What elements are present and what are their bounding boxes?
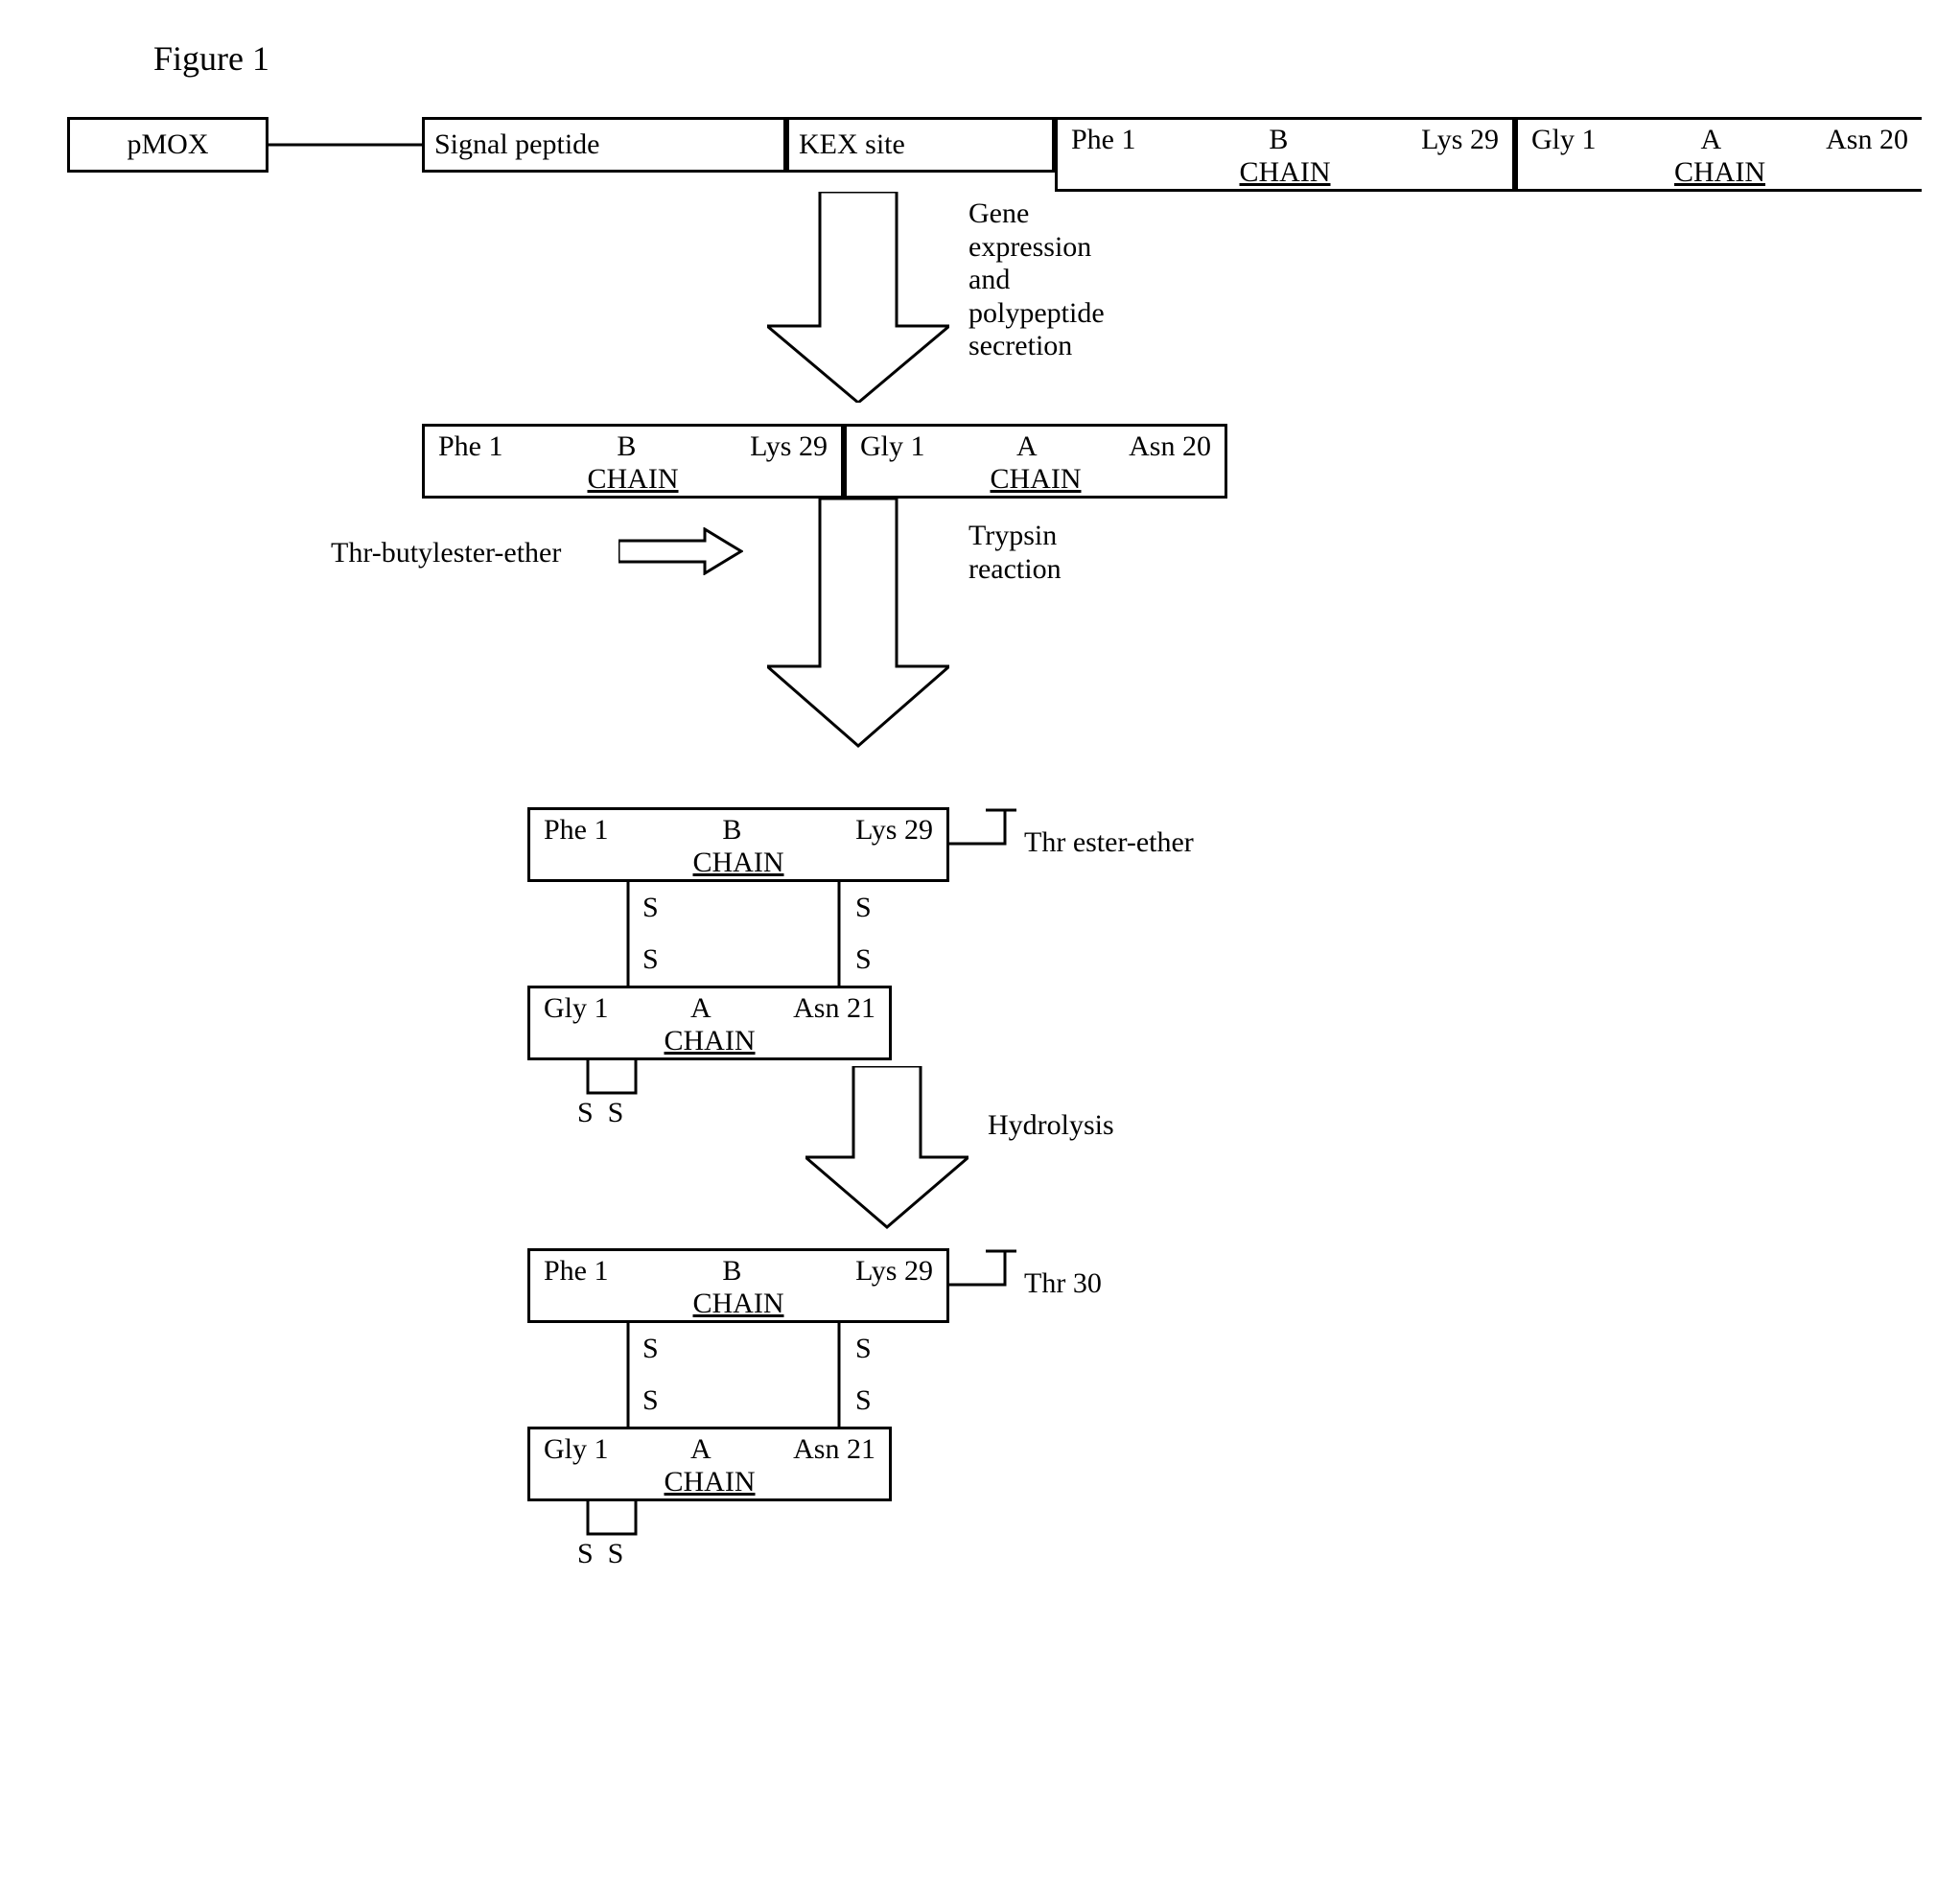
row2-b-chain: Phe 1 B Lys 29 CHAIN <box>422 424 844 499</box>
arrow-step3 <box>805 1066 968 1229</box>
row2-a-right: Asn 20 <box>1129 430 1211 463</box>
row3-a-chain-label: CHAIN <box>530 1025 889 1061</box>
row2-a-chain-label: CHAIN <box>847 463 1225 499</box>
pmox-box: pMOX <box>67 117 268 173</box>
row1-a-right: Asn 20 <box>1826 124 1908 156</box>
row2-b-right: Lys 29 <box>750 430 828 463</box>
row2-a-chain: Gly 1 A Asn 20 CHAIN <box>844 424 1227 499</box>
row4-ss-pair: S S <box>577 1538 623 1571</box>
row1-a-chain-label: CHAIN <box>1518 156 1922 193</box>
row4-a-chain-label: CHAIN <box>530 1466 889 1502</box>
row4-b-chain: Phe 1 B Lys 29 CHAIN <box>527 1248 949 1323</box>
row4-b-chain-label: CHAIN <box>530 1288 946 1324</box>
row4-a-chain: Gly 1 A Asn 21 CHAIN <box>527 1427 892 1501</box>
row1-b-left: Phe 1 <box>1071 124 1136 156</box>
connector-thr2 <box>949 1248 1016 1287</box>
row4-b-right: Lys 29 <box>855 1255 933 1288</box>
figure-title: Figure 1 <box>153 38 1922 79</box>
row3-s2: S <box>855 892 872 925</box>
row2-b-chain-label: CHAIN <box>425 463 841 499</box>
row3-s3: S <box>642 943 659 977</box>
row4-s2: S <box>855 1333 872 1366</box>
label-thr-butylester: Thr-butylester-ether <box>331 537 561 570</box>
row4-s3: S <box>642 1384 659 1418</box>
row3-intra-ss <box>578 1060 655 1099</box>
arrow-step2 <box>767 499 949 748</box>
connector-1 <box>268 142 422 148</box>
row1-a-mid: A <box>1700 124 1721 156</box>
signal-peptide-box: Signal peptide <box>422 117 786 173</box>
arrow-step1 <box>767 192 949 403</box>
row3-a-mid: A <box>690 992 712 1025</box>
row1-b-mid: B <box>1269 124 1288 156</box>
row2-b-left: Phe 1 <box>438 430 503 463</box>
row3-s1: S <box>642 892 659 925</box>
row2-a-left: Gly 1 <box>860 430 925 463</box>
connector-thr1 <box>949 807 1016 846</box>
row3-a-chain: Gly 1 A Asn 21 CHAIN <box>527 986 892 1060</box>
row4-a-left: Gly 1 <box>544 1433 609 1466</box>
row4-s1: S <box>642 1333 659 1366</box>
row4-a-mid: A <box>690 1433 712 1466</box>
diagram-canvas: pMOX Signal peptide KEX site Phe 1 B Lys… <box>38 117 1922 1843</box>
row3-b-right: Lys 29 <box>855 814 933 847</box>
label-step2: Trypsin reaction <box>968 520 1062 586</box>
row4-intra-ss <box>578 1501 655 1540</box>
row1-a-left: Gly 1 <box>1531 124 1597 156</box>
row3-b-left: Phe 1 <box>544 814 609 847</box>
arrow-small-right <box>618 527 743 575</box>
label-step1: Gene expression and polypeptide secretio… <box>968 197 1105 363</box>
row4-b-left: Phe 1 <box>544 1255 609 1288</box>
row4-s4: S <box>855 1384 872 1418</box>
row4-a-right: Asn 21 <box>793 1433 875 1466</box>
row1-a-chain: Gly 1 A Asn 20 CHAIN <box>1515 117 1922 192</box>
row3-b-chain-label: CHAIN <box>530 847 946 883</box>
row2-a-mid: A <box>1016 430 1038 463</box>
row4-b-mid: B <box>722 1255 741 1288</box>
row3-ss-pair: S S <box>577 1097 623 1130</box>
row1-b-right: Lys 29 <box>1421 124 1499 156</box>
row3-s4: S <box>855 943 872 977</box>
kex-site-box: KEX site <box>786 117 1055 173</box>
row3-a-left: Gly 1 <box>544 992 609 1025</box>
row2-b-mid: B <box>617 430 636 463</box>
label-thr-ester: Thr ester-ether <box>1024 826 1194 860</box>
row3-a-right: Asn 21 <box>793 992 875 1025</box>
row1-b-chain-label: CHAIN <box>1058 156 1512 193</box>
row3-b-chain: Phe 1 B Lys 29 CHAIN <box>527 807 949 882</box>
row1-b-chain: Phe 1 B Lys 29 CHAIN <box>1055 117 1515 192</box>
label-step3: Hydrolysis <box>988 1109 1114 1143</box>
row3-b-mid: B <box>722 814 741 847</box>
label-thr30: Thr 30 <box>1024 1267 1102 1301</box>
